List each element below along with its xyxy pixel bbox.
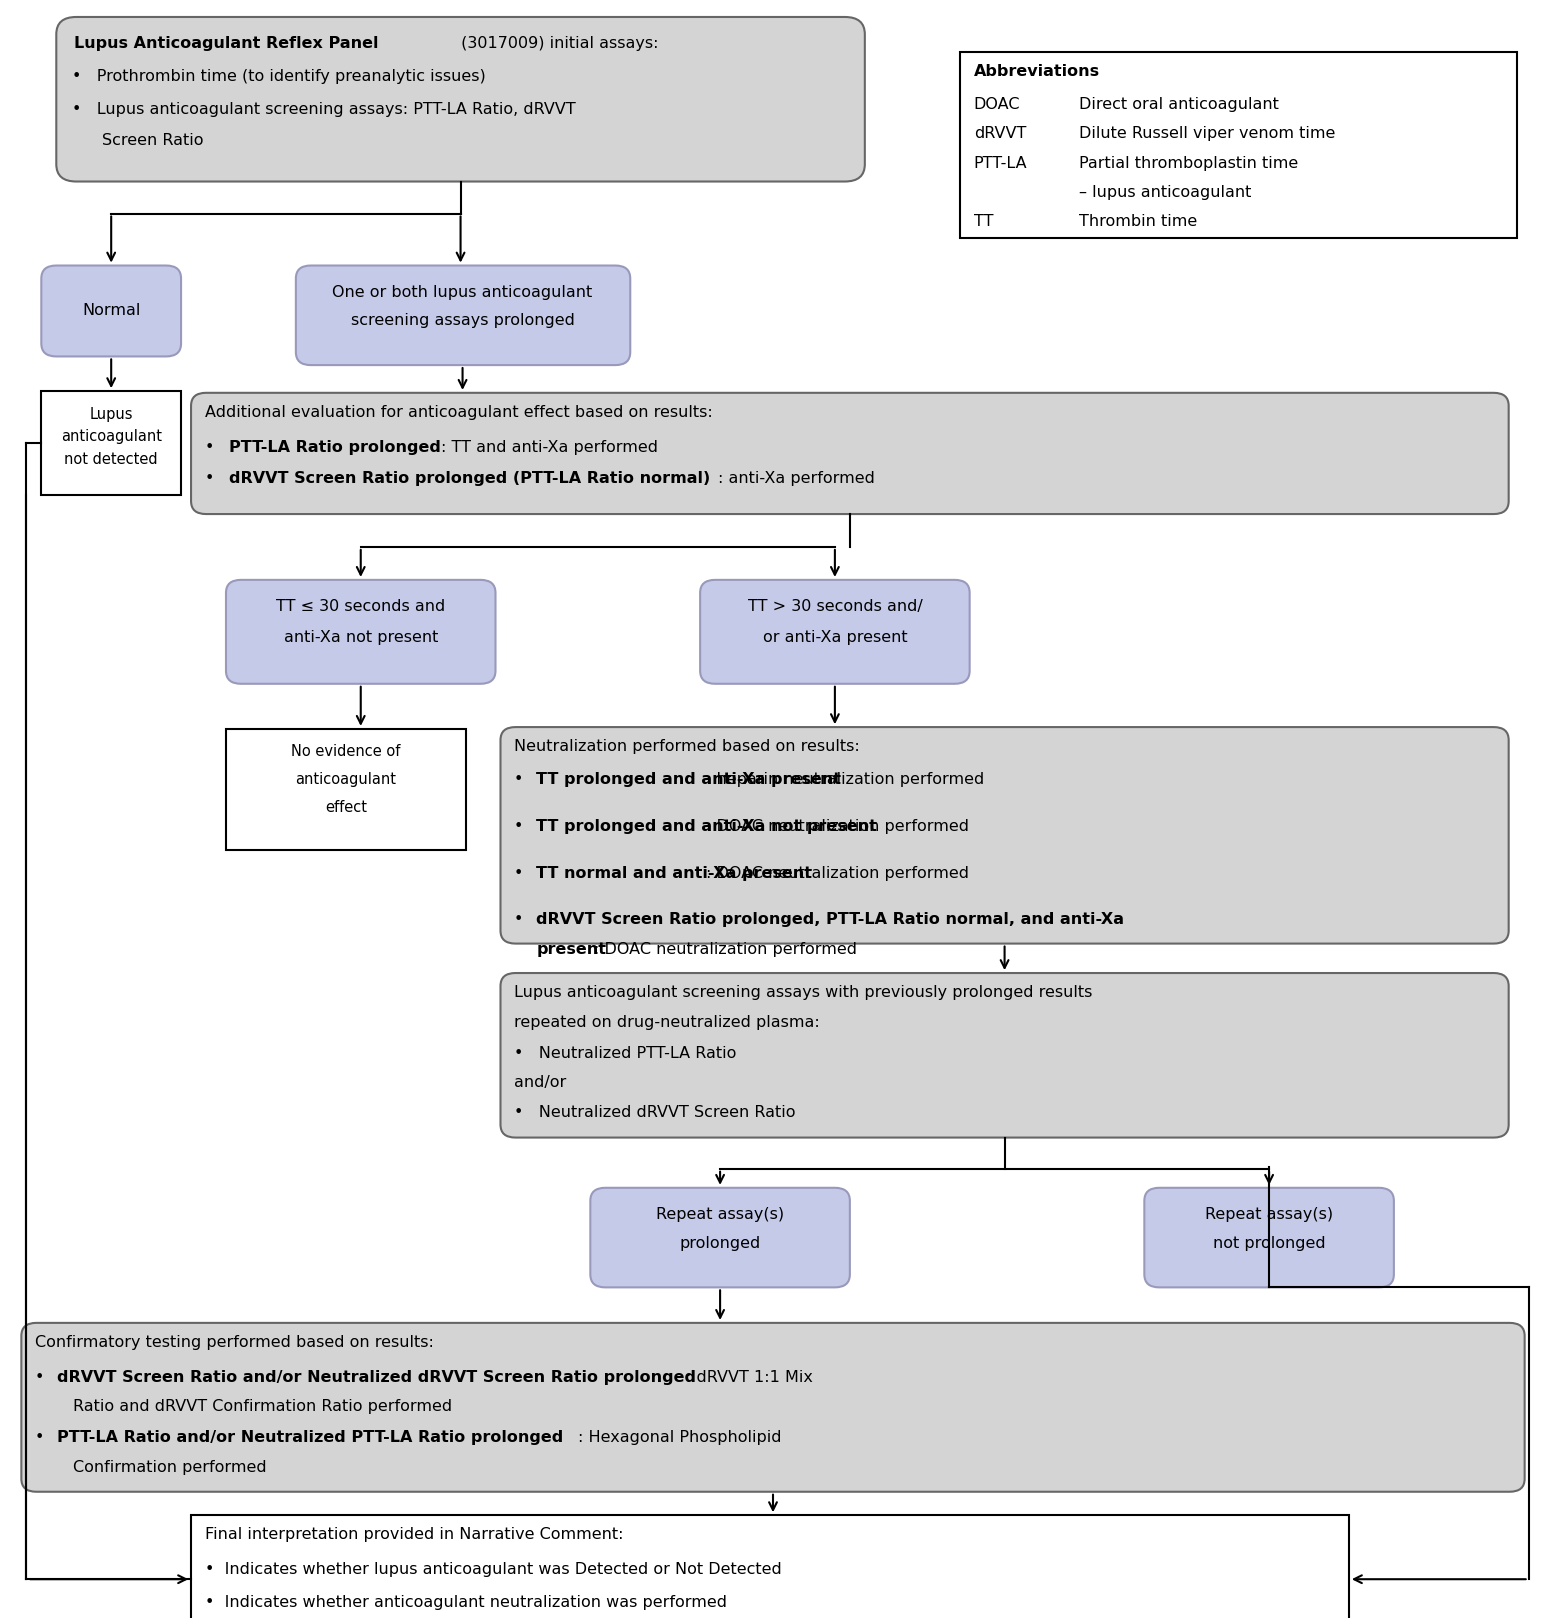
FancyBboxPatch shape (700, 579, 969, 684)
Text: TT > 30 seconds and/: TT > 30 seconds and/ (748, 599, 923, 613)
Text: : Hexagonal Phospholipid: : Hexagonal Phospholipid (578, 1430, 782, 1445)
Text: Repeat assay(s): Repeat assay(s) (656, 1207, 784, 1222)
Text: •: • (206, 471, 224, 485)
Text: repeated on drug-neutralized plasma:: repeated on drug-neutralized plasma: (515, 1014, 821, 1029)
Text: •: • (515, 913, 533, 927)
Text: •: • (36, 1370, 56, 1385)
Text: – lupus anticoagulant: – lupus anticoagulant (1079, 184, 1252, 201)
Text: Repeat assay(s): Repeat assay(s) (1204, 1207, 1333, 1222)
Text: dRVVT Screen Ratio and/or Neutralized dRVVT Screen Ratio prolonged: dRVVT Screen Ratio and/or Neutralized dR… (57, 1370, 696, 1385)
Text: •   Neutralized dRVVT Screen Ratio: • Neutralized dRVVT Screen Ratio (515, 1105, 796, 1120)
Text: not detected: not detected (65, 451, 158, 466)
Text: not prolonged: not prolonged (1212, 1236, 1325, 1251)
Text: PTT-LA Ratio prolonged: PTT-LA Ratio prolonged (229, 440, 441, 455)
FancyBboxPatch shape (22, 1324, 1524, 1492)
Text: : DOAC neutralization performed: : DOAC neutralization performed (594, 942, 858, 956)
Text: No evidence of: No evidence of (291, 744, 400, 759)
Text: •: • (206, 440, 224, 455)
FancyBboxPatch shape (226, 579, 496, 684)
Text: •  Indicates whether lupus anticoagulant was Detected or Not Detected: • Indicates whether lupus anticoagulant … (206, 1561, 782, 1578)
Text: Dilute Russell viper venom time: Dilute Russell viper venom time (1079, 126, 1336, 141)
Text: (3017009) initial assays:: (3017009) initial assays: (456, 36, 659, 52)
Text: Normal: Normal (82, 303, 141, 319)
Text: dRVVT: dRVVT (974, 126, 1027, 141)
Text: •   Lupus anticoagulant screening assays: PTT-LA Ratio, dRVVT: • Lupus anticoagulant screening assays: … (73, 102, 577, 116)
FancyBboxPatch shape (295, 265, 631, 366)
FancyBboxPatch shape (56, 16, 864, 181)
Text: or anti-Xa present: or anti-Xa present (762, 629, 908, 646)
Text: anticoagulant: anticoagulant (295, 772, 396, 786)
Text: Lupus Anticoagulant Reflex Panel: Lupus Anticoagulant Reflex Panel (74, 36, 379, 52)
Text: : DOAC neutralization performed: : DOAC neutralization performed (707, 866, 969, 880)
Text: PTT-LA: PTT-LA (974, 155, 1027, 170)
Text: : dRVVT 1:1 Mix: : dRVVT 1:1 Mix (686, 1370, 813, 1385)
FancyBboxPatch shape (960, 52, 1517, 238)
Text: Ratio and dRVVT Confirmation Ratio performed: Ratio and dRVVT Confirmation Ratio perfo… (73, 1400, 453, 1414)
Text: Screen Ratio: Screen Ratio (102, 133, 204, 147)
Text: Lupus: Lupus (90, 406, 133, 422)
FancyBboxPatch shape (591, 1188, 850, 1288)
Text: dRVVT Screen Ratio prolonged, PTT-LA Ratio normal, and anti-Xa: dRVVT Screen Ratio prolonged, PTT-LA Rat… (536, 913, 1124, 927)
FancyBboxPatch shape (501, 726, 1509, 943)
Text: Direct oral anticoagulant: Direct oral anticoagulant (1079, 97, 1280, 112)
Text: Final interpretation provided in Narrative Comment:: Final interpretation provided in Narrati… (206, 1527, 623, 1542)
Text: Confirmation performed: Confirmation performed (73, 1459, 267, 1474)
FancyBboxPatch shape (192, 1514, 1350, 1618)
Text: •: • (36, 1430, 56, 1445)
Text: dRVVT Screen Ratio prolonged (PTT-LA Ratio normal): dRVVT Screen Ratio prolonged (PTT-LA Rat… (229, 471, 710, 485)
Text: •: • (515, 819, 533, 833)
Text: TT prolonged and anti-Xa present: TT prolonged and anti-Xa present (536, 772, 841, 786)
Text: prolonged: prolonged (680, 1236, 761, 1251)
Text: TT: TT (974, 215, 993, 230)
Text: Abbreviations: Abbreviations (974, 63, 1099, 79)
Text: Neutralization performed based on results:: Neutralization performed based on result… (515, 739, 860, 754)
Text: Confirmatory testing performed based on results:: Confirmatory testing performed based on … (36, 1335, 434, 1349)
Text: •   Prothrombin time (to identify preanalytic issues): • Prothrombin time (to identify preanaly… (73, 70, 485, 84)
FancyBboxPatch shape (42, 265, 181, 356)
Text: PTT-LA Ratio and/or Neutralized PTT-LA Ratio prolonged: PTT-LA Ratio and/or Neutralized PTT-LA R… (57, 1430, 564, 1445)
Text: : DOAC neutralization performed: : DOAC neutralization performed (707, 819, 969, 833)
Text: : TT and anti-Xa performed: : TT and anti-Xa performed (441, 440, 657, 455)
Text: TT normal and anti-Xa present: TT normal and anti-Xa present (536, 866, 813, 880)
Text: •   Neutralized PTT-LA Ratio: • Neutralized PTT-LA Ratio (515, 1045, 737, 1061)
Text: and/or: and/or (515, 1076, 567, 1091)
Text: Lupus anticoagulant screening assays with previously prolonged results: Lupus anticoagulant screening assays wit… (515, 985, 1093, 1000)
Text: DOAC: DOAC (974, 97, 1020, 112)
FancyBboxPatch shape (501, 972, 1509, 1137)
Text: One or both lupus anticoagulant: One or both lupus anticoagulant (332, 285, 592, 299)
Text: anti-Xa not present: anti-Xa not present (283, 629, 438, 646)
FancyBboxPatch shape (42, 392, 181, 495)
Text: : heparin neutralization performed: : heparin neutralization performed (707, 772, 985, 786)
Text: •  Indicates whether anticoagulant neutralization was performed: • Indicates whether anticoagulant neutra… (206, 1595, 727, 1610)
Text: present: present (536, 942, 606, 956)
Text: •: • (515, 866, 533, 880)
FancyBboxPatch shape (226, 728, 465, 849)
FancyBboxPatch shape (192, 393, 1509, 515)
Text: anticoagulant: anticoagulant (60, 429, 162, 445)
Text: •: • (515, 772, 533, 786)
FancyBboxPatch shape (1144, 1188, 1394, 1288)
Text: TT prolonged and anti-Xa not present: TT prolonged and anti-Xa not present (536, 819, 877, 833)
Text: Partial thromboplastin time: Partial thromboplastin time (1079, 155, 1299, 170)
Text: TT ≤ 30 seconds and: TT ≤ 30 seconds and (277, 599, 445, 613)
Text: Additional evaluation for anticoagulant effect based on results:: Additional evaluation for anticoagulant … (206, 404, 713, 421)
Text: effect: effect (325, 799, 366, 815)
Text: : anti-Xa performed: : anti-Xa performed (717, 471, 875, 485)
Text: Thrombin time: Thrombin time (1079, 215, 1198, 230)
Text: screening assays prolonged: screening assays prolonged (351, 314, 575, 328)
